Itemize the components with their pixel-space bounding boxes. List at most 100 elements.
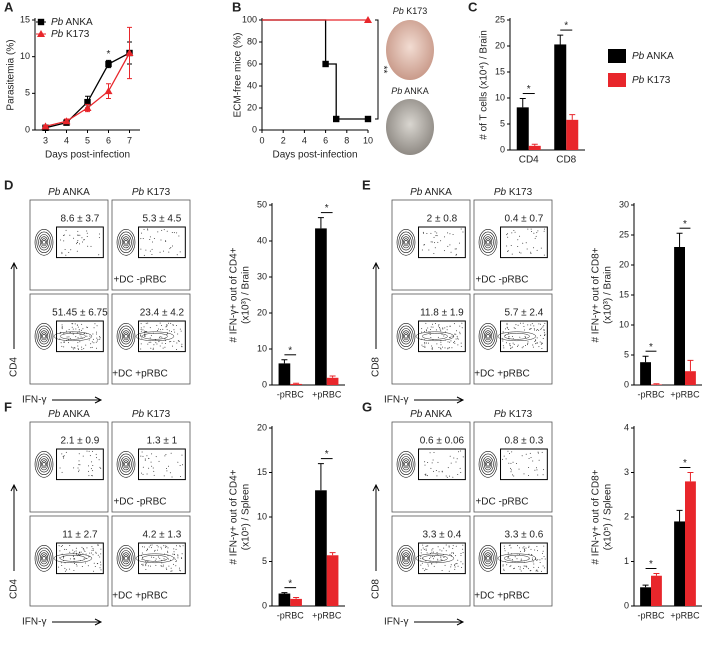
event-dot (174, 331, 176, 333)
event-dot (538, 346, 540, 348)
gate (418, 320, 466, 353)
y-tick-label: 20 (247, 102, 257, 112)
event-dot (68, 336, 70, 338)
event-dot (437, 554, 439, 556)
event-dot (420, 557, 422, 559)
event-dot (438, 324, 440, 326)
event-dot (455, 545, 457, 547)
event-dot (425, 474, 427, 476)
contour (485, 238, 491, 247)
contour (478, 450, 498, 478)
event-dot (502, 340, 504, 342)
event-dot (160, 548, 162, 550)
event-dot (515, 463, 517, 465)
event-dot (150, 461, 152, 463)
error-bar (519, 98, 526, 108)
event-dot (449, 244, 451, 246)
event-dot (83, 348, 85, 350)
event-dot (80, 551, 82, 553)
event-dot (142, 556, 144, 558)
event-dot (154, 560, 156, 562)
event-dot (422, 547, 424, 549)
event-dot (536, 232, 538, 234)
contour (401, 330, 411, 343)
panel-label: F (4, 399, 12, 414)
gate (500, 226, 548, 259)
event-dot (540, 342, 542, 344)
event-dot (72, 331, 74, 333)
event-dot (92, 338, 94, 340)
event-dot (61, 251, 63, 253)
event-dot (100, 569, 102, 571)
event-dot (146, 549, 148, 551)
event-dot (140, 554, 142, 556)
event-dot (537, 451, 539, 453)
event-dot (455, 555, 457, 557)
event-dot (83, 557, 85, 559)
event-dot (536, 550, 538, 552)
event-dot (158, 460, 160, 462)
contour (480, 231, 496, 254)
event-dot (449, 341, 451, 343)
contour (485, 554, 491, 563)
event-dot (172, 563, 174, 565)
event-dot (79, 234, 81, 236)
event-dot (153, 470, 155, 472)
event-dot (507, 557, 509, 559)
event-dot (437, 461, 439, 463)
contour (120, 550, 132, 567)
contour (118, 231, 134, 254)
event-dot (443, 556, 445, 558)
event-dot (460, 345, 462, 347)
event-dot (166, 569, 168, 571)
event-dot (507, 236, 509, 238)
event-dot (143, 326, 145, 328)
event-dot (142, 237, 144, 239)
event-dot (64, 562, 66, 564)
event-dot (78, 552, 80, 554)
event-dot (449, 553, 451, 555)
event-dot (441, 559, 443, 561)
event-dot (94, 565, 96, 567)
event-dot (444, 327, 446, 329)
contour (404, 240, 408, 245)
event-dot (422, 568, 424, 570)
event-dot (427, 565, 429, 567)
event-dot (82, 553, 84, 555)
event-dot (77, 555, 79, 557)
event-dot (87, 470, 89, 472)
event-dot (456, 458, 458, 460)
contour (39, 458, 49, 471)
event-dot (78, 234, 80, 236)
bar (674, 521, 685, 606)
event-dot (65, 549, 67, 551)
event-dot (543, 325, 545, 327)
x-tick-label: 6 (106, 135, 111, 145)
x-tick-label: 10 (363, 135, 373, 145)
event-dot (91, 552, 93, 554)
condition-label: +DC +pRBC (112, 591, 168, 602)
event-dot (158, 337, 160, 339)
contour (135, 553, 175, 564)
x-tick-label: CD4 (519, 155, 539, 166)
event-dot (97, 544, 99, 546)
event-dot (423, 548, 425, 550)
error-bar (569, 114, 576, 120)
x-axis-label: IFN-γ (384, 617, 408, 628)
event-dot (421, 249, 423, 251)
event-dot (81, 337, 83, 339)
contour (124, 462, 128, 467)
event-dot (59, 557, 61, 559)
contour (121, 458, 131, 471)
event-dot (96, 340, 98, 342)
event-dot (442, 553, 444, 555)
event-dot (420, 556, 422, 558)
event-dot (511, 558, 513, 560)
event-dot (521, 347, 523, 349)
event-dot (430, 241, 432, 243)
event-dot (173, 551, 175, 553)
event-dot (63, 560, 65, 562)
event-dot (441, 346, 443, 348)
event-dot (92, 548, 94, 550)
event-dot (530, 570, 532, 572)
